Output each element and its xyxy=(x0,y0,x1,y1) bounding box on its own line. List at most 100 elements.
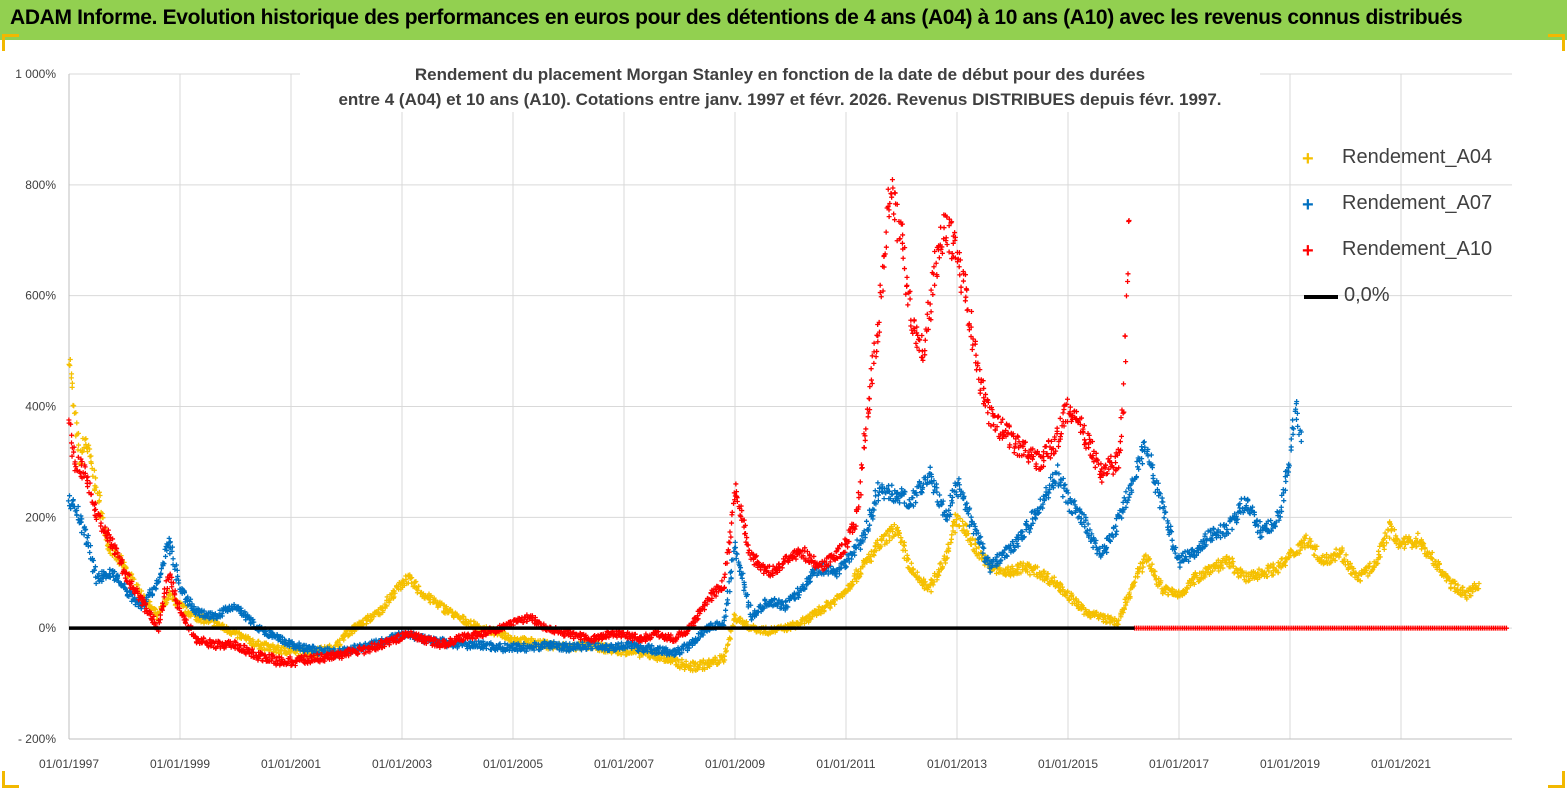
scatter-point xyxy=(898,535,904,541)
scatter-point xyxy=(1037,575,1043,581)
scatter-point xyxy=(70,497,76,503)
scatter-point xyxy=(279,634,285,640)
scatter-point xyxy=(968,514,974,520)
scatter-point xyxy=(1302,545,1308,551)
scatter-point xyxy=(948,536,954,542)
scatter-point xyxy=(1402,541,1408,547)
scatter-point xyxy=(197,613,203,619)
scatter-point xyxy=(185,594,191,600)
scatter-point xyxy=(874,537,880,543)
scatter-point xyxy=(1385,527,1391,533)
scatter-point xyxy=(88,460,94,466)
scatter-point xyxy=(724,597,730,603)
scatter-point xyxy=(190,607,196,613)
scatter-point xyxy=(873,548,879,554)
scatter-point xyxy=(721,653,727,659)
scatter-point xyxy=(75,430,81,436)
scatter-point xyxy=(512,635,518,641)
scatter-point xyxy=(163,553,169,559)
scatter-point xyxy=(944,555,950,561)
scatter-point xyxy=(384,594,390,600)
scatter-point xyxy=(1393,540,1399,546)
scatter-point xyxy=(1139,560,1145,566)
scatter-point xyxy=(832,601,838,607)
scatter-point xyxy=(251,619,257,625)
scatter-point xyxy=(1446,577,1452,583)
scatter-point xyxy=(1220,565,1226,571)
scatter-point xyxy=(84,535,90,541)
scatter-point xyxy=(1223,554,1229,560)
scatter-point xyxy=(1191,581,1197,587)
scatter-point xyxy=(1160,499,1166,505)
scatter-point xyxy=(1270,561,1276,567)
scatter-point xyxy=(153,606,159,612)
scatter-point xyxy=(1297,547,1303,553)
scatter-point xyxy=(732,539,738,545)
scatter-point xyxy=(258,645,264,651)
scatter-point xyxy=(1379,539,1385,545)
scatter-point xyxy=(875,492,881,498)
scatter-point xyxy=(1275,570,1281,576)
scatter-point xyxy=(1377,543,1383,549)
scatter-point xyxy=(878,543,884,549)
scatter-point xyxy=(502,630,508,636)
scatter-point xyxy=(1266,568,1272,574)
scatter-point xyxy=(76,442,82,448)
scatter-point xyxy=(107,566,113,572)
scatter-point xyxy=(972,541,978,547)
scatter-point xyxy=(1322,554,1328,560)
scatter-point xyxy=(814,612,820,618)
scatter-point xyxy=(1146,563,1152,569)
scatter-point xyxy=(111,577,117,583)
scatter-point xyxy=(169,548,175,554)
scatter-point xyxy=(416,583,422,589)
scatter-point xyxy=(1057,589,1063,595)
scatter-point xyxy=(182,590,188,596)
scatter-point xyxy=(868,558,874,564)
scatter-point xyxy=(66,361,72,367)
scatter-point xyxy=(100,515,106,521)
y-tick-label-0: - 200% xyxy=(18,732,56,746)
scatter-point xyxy=(694,661,700,667)
scatter-point xyxy=(1268,518,1274,524)
scatter-point xyxy=(1401,545,1407,551)
scatter-point xyxy=(1115,621,1121,627)
scatter-point xyxy=(83,436,89,442)
scatter-point xyxy=(949,532,955,538)
scatter-point xyxy=(363,621,369,627)
header-banner: ADAM Informe. Evolution historique des p… xyxy=(0,0,1567,40)
scatter-point xyxy=(97,492,103,498)
scatter-point xyxy=(1060,494,1066,500)
scatter-point xyxy=(1074,603,1080,609)
scatter-point xyxy=(415,587,421,593)
scatter-point xyxy=(96,498,102,504)
scatter-point xyxy=(811,610,817,616)
x-tick-label-4: 01/01/2005 xyxy=(483,757,543,771)
scatter-point xyxy=(868,554,874,560)
scatter-point xyxy=(1169,537,1175,543)
scatter-point xyxy=(1436,561,1442,567)
y-tick-label-3: 400% xyxy=(25,400,56,414)
scatter-point xyxy=(654,657,660,663)
scatter-point xyxy=(927,464,933,470)
scatter-point xyxy=(1381,543,1387,549)
scatter-point xyxy=(67,362,73,368)
scatter-point xyxy=(85,474,91,480)
scatter-point xyxy=(839,594,845,600)
scatter-point xyxy=(965,531,971,537)
scatter-point xyxy=(1270,572,1276,578)
scatter-point xyxy=(81,532,87,538)
scatter-point xyxy=(1177,564,1183,570)
scatter-point xyxy=(827,604,833,610)
scatter-point xyxy=(1383,540,1389,546)
scatter-point xyxy=(528,636,534,642)
scatter-point xyxy=(1066,597,1072,603)
scatter-point xyxy=(1288,447,1294,453)
scatter-point xyxy=(1137,565,1143,571)
scatter-point xyxy=(1086,609,1092,615)
scatter-point xyxy=(1470,589,1476,595)
scatter-point xyxy=(1256,566,1262,572)
scatter-point xyxy=(530,645,536,651)
scatter-point xyxy=(93,580,99,586)
